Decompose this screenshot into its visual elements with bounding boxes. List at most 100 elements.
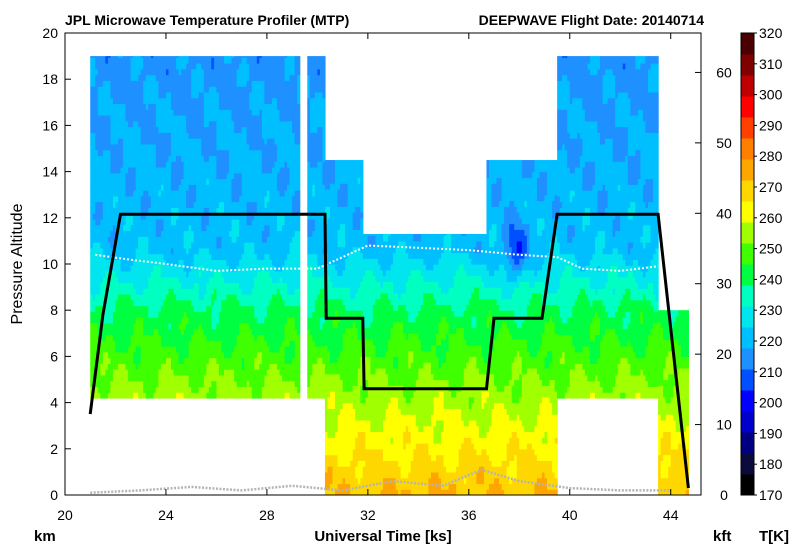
temperature-cell — [218, 126, 223, 133]
temperature-cell — [115, 288, 119, 295]
temperature-cell — [160, 86, 165, 93]
temperature-cell — [234, 357, 238, 364]
temperature-cell — [234, 305, 238, 312]
temperature-cell — [206, 380, 210, 388]
temperature-cell — [297, 115, 301, 122]
temperature-cell — [244, 253, 248, 260]
temperature-cell — [130, 195, 134, 203]
temperature-cell — [181, 56, 185, 58]
temperature-cell — [193, 224, 197, 232]
temperature-cell — [158, 230, 162, 237]
temperature-cell — [213, 149, 218, 157]
temperature-cell — [130, 305, 134, 312]
temperature-cell — [266, 120, 271, 128]
temperature-cell — [196, 334, 200, 341]
temperature-cell — [213, 305, 218, 312]
temperature-cell — [218, 138, 223, 145]
temperature-cell — [178, 369, 182, 376]
temperature-cell — [198, 138, 202, 145]
temperature-cell — [148, 322, 152, 330]
temperature-cell — [279, 120, 283, 128]
temperature-cell — [198, 346, 202, 353]
temperature-cell — [246, 322, 250, 330]
temperature-cell — [118, 172, 122, 180]
temperature-cell — [123, 190, 127, 197]
temperature-cell — [143, 276, 147, 284]
temperature-cell — [216, 161, 220, 168]
temperature-cell — [105, 91, 109, 99]
temperature-cell — [239, 56, 243, 58]
temperature-cell — [165, 97, 170, 105]
temperature-cell — [193, 178, 197, 185]
temperature-cell — [279, 386, 283, 393]
temperature-cell — [246, 103, 250, 110]
temperature-cell — [241, 120, 245, 128]
temperature-cell — [130, 149, 134, 157]
temperature-cell — [193, 109, 197, 116]
temperature-cell — [163, 68, 167, 76]
temperature-cell — [173, 195, 177, 203]
temperature-cell — [97, 386, 101, 393]
temperature-cell — [206, 126, 210, 133]
temperature-cell — [97, 190, 101, 197]
temperature-cell — [148, 63, 152, 70]
temperature-cell — [107, 109, 112, 116]
temperature-cell — [277, 276, 281, 284]
temperature-cell — [128, 288, 132, 295]
temperature-cell — [143, 386, 147, 393]
temperature-cell — [102, 242, 106, 249]
temperature-cell — [236, 109, 240, 116]
temperature-cell — [107, 265, 112, 272]
temperature-cell — [231, 224, 235, 232]
temperature-cell — [183, 270, 187, 278]
temperature-cell — [201, 247, 205, 255]
temperature-cell — [120, 311, 124, 318]
temperature-cell — [254, 184, 258, 191]
temperature-cell — [246, 68, 250, 76]
temperature-cell — [102, 97, 106, 105]
temperature-cell — [279, 138, 283, 145]
temperature-cell — [150, 63, 154, 70]
temperature-cell — [264, 138, 268, 145]
temperature-cell — [110, 322, 114, 330]
temperature-cell — [102, 363, 106, 370]
temperature-cell — [128, 357, 132, 364]
temperature-cell — [186, 294, 190, 301]
temperature-cell — [128, 253, 132, 260]
temperature-cell — [226, 68, 230, 76]
temperature-cell — [297, 80, 301, 87]
temperature-cell — [112, 357, 117, 364]
temperature-cell — [221, 56, 225, 58]
temperature-cell — [92, 322, 96, 330]
temperature-cell — [211, 357, 215, 364]
temperature-cell — [165, 224, 170, 232]
temperature-cell — [203, 311, 207, 318]
temperature-cell — [191, 143, 195, 151]
temperature-cell — [125, 86, 129, 93]
temperature-cell — [249, 149, 253, 157]
temperature-cell — [297, 276, 301, 284]
temperature-cell — [271, 224, 276, 232]
temperature-cell — [181, 374, 185, 382]
temperature-cell — [107, 143, 112, 151]
temperature-cell — [95, 230, 99, 237]
temperature-cell — [201, 184, 205, 191]
temperature-cell — [118, 392, 122, 399]
temperature-cell — [193, 294, 197, 301]
temperature-cell — [241, 380, 245, 388]
temperature-cell — [163, 207, 167, 214]
temperature-cell — [277, 346, 281, 353]
temperature-cell — [226, 288, 230, 295]
temperature-cell — [168, 207, 172, 214]
temperature-cell — [203, 259, 207, 266]
temperature-cell — [221, 363, 225, 370]
temperature-cell — [92, 317, 96, 324]
temperature-cell — [97, 201, 101, 209]
temperature-cell — [271, 172, 276, 180]
temperature-cell — [203, 126, 207, 133]
temperature-cell — [135, 299, 139, 307]
temperature-cell — [218, 97, 223, 105]
temperature-cell — [112, 317, 117, 324]
temperature-cell — [135, 270, 139, 278]
temperature-cell — [155, 103, 159, 110]
